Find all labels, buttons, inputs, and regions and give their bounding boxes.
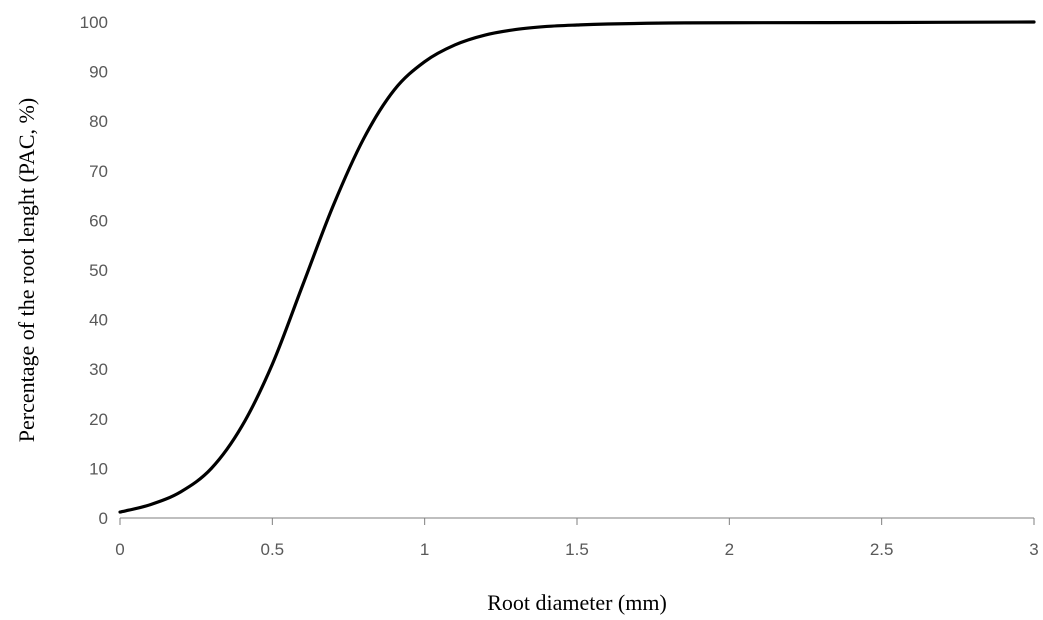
y-tick-label: 20: [89, 410, 108, 429]
y-tick-label: 40: [89, 311, 108, 330]
y-axis-label: Percentage of the root lenght (PAC, %): [14, 98, 39, 442]
x-tick-label: 2: [725, 540, 734, 559]
x-axis-ticks: 0 0.5 1 1.5 2 2.5 3: [115, 518, 1039, 559]
x-axis-label: Root diameter (mm): [487, 590, 667, 615]
x-tick-label: 0.5: [261, 540, 285, 559]
y-tick-label: 0: [99, 509, 108, 528]
y-axis-ticks: 0 10 20 30 40 50 60 70 80 90 100: [80, 13, 108, 528]
y-tick-label: 100: [80, 13, 108, 32]
y-tick-label: 50: [89, 261, 108, 280]
y-tick-label: 90: [89, 63, 108, 82]
x-tick-label: 1.5: [565, 540, 589, 559]
y-tick-label: 30: [89, 360, 108, 379]
x-tick-label: 3: [1029, 540, 1038, 559]
x-tick-label: 0: [115, 540, 124, 559]
y-tick-label: 60: [89, 211, 108, 230]
x-tick-label: 2.5: [870, 540, 894, 559]
x-tick-label: 1: [420, 540, 429, 559]
y-tick-label: 10: [89, 459, 108, 478]
y-tick-label: 70: [89, 162, 108, 181]
y-tick-label: 80: [89, 112, 108, 131]
series-line: [118, 20, 1036, 514]
